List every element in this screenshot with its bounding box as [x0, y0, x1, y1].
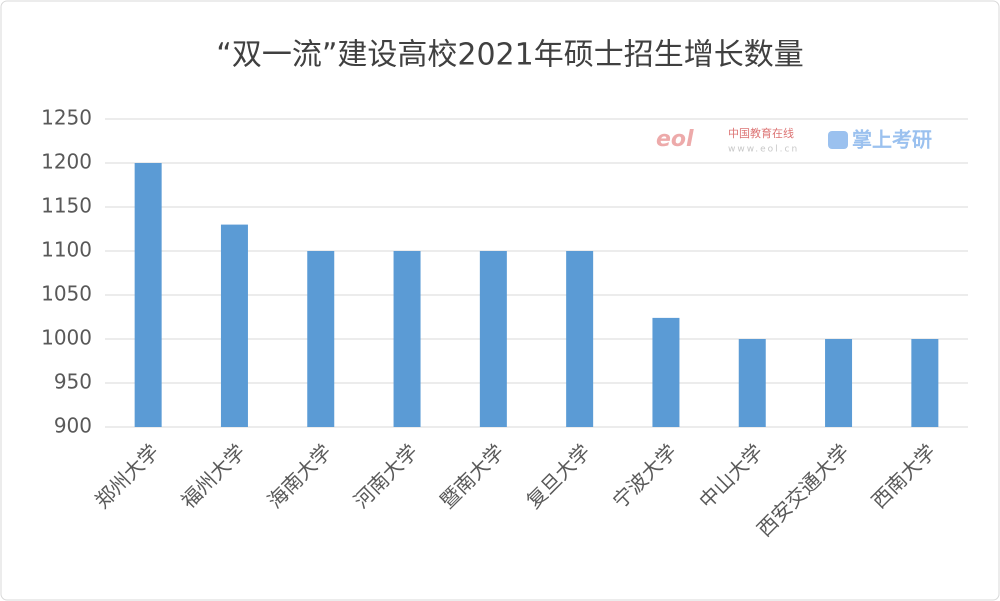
watermark-app: 掌上考研: [852, 128, 932, 152]
y-tick-label: 1250: [41, 106, 92, 130]
bar: [479, 251, 507, 427]
y-tick-label: 900: [54, 414, 92, 438]
bar: [307, 251, 335, 427]
y-tick-label: 1150: [41, 194, 92, 218]
bar: [652, 317, 680, 427]
watermark-site: 中国教育在线: [728, 126, 794, 140]
y-tick-label: 950: [54, 370, 92, 394]
watermark-url: www.eol.cn: [728, 145, 799, 155]
bar: [566, 251, 594, 427]
watermark: eol 中国教育在线 www.eol.cn 掌上考研: [656, 126, 932, 155]
watermark-logo: eol: [656, 127, 694, 152]
y-tick-label: 1100: [41, 238, 92, 262]
bar: [825, 339, 853, 427]
bar: [220, 224, 248, 427]
y-tick-label: 1050: [41, 282, 92, 306]
watermark-icon: [828, 131, 848, 149]
bar: [134, 163, 162, 427]
y-tick-label: 1200: [41, 150, 92, 174]
bar: [911, 339, 939, 427]
bar: [393, 251, 421, 427]
y-tick-label: 1000: [41, 326, 92, 350]
chart-title: “双一流”建设高校2021年硕士招生增长数量: [216, 38, 803, 73]
bar: [738, 339, 766, 427]
